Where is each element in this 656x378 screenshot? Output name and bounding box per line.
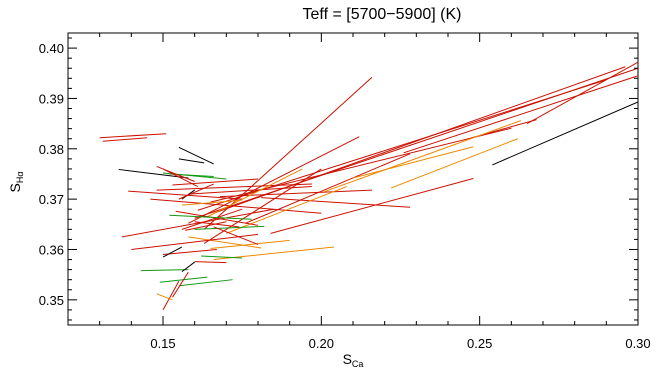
data-segment-11 [172,178,259,186]
data-segment-38 [175,210,259,226]
y-axis: 0.35 0.36 0.37 0.38 0.39 0.40 [39,37,638,321]
data-segment-19 [270,178,474,234]
plot-frame [67,32,639,326]
data-segment-0 [99,133,167,139]
data-segment-29 [390,138,518,189]
data-segment-23 [403,75,639,154]
data-segment-35 [188,236,262,249]
y-tick-label-0: 0.35 [39,293,64,308]
x-axis-label-main: S [343,351,352,367]
data-segment-46 [162,248,217,256]
x-tick-label-3: 0.30 [625,336,650,351]
data-segment-55 [194,221,240,228]
data-segment-27 [324,120,522,193]
data-segment-48 [162,280,180,311]
data-segment-59 [213,226,259,245]
y-tick-label-3: 0.38 [39,142,64,157]
y-tick-label-5: 0.40 [39,41,64,56]
data-segment-34 [210,239,290,249]
data-segment-54 [185,221,227,231]
x-axis-label: SCa [343,351,364,369]
data-segment-3 [178,146,214,165]
data-segment-17 [188,136,360,224]
data-segment-41 [194,225,265,230]
data-segment-21 [213,66,626,214]
data-segment-39 [181,208,243,230]
data-segment-43 [140,269,189,272]
data-segment-36 [121,208,274,238]
y-tick-label-4: 0.39 [39,91,64,106]
data-segment-2 [118,168,189,179]
data-segment-51 [162,246,183,258]
data-segment-7 [156,165,195,182]
data-segment-57 [162,168,199,187]
data-segment-24 [526,61,639,125]
data-segment-49 [172,271,189,298]
data-segment-47 [194,261,227,264]
data-segment-28 [352,146,474,179]
data-segment-40 [169,214,252,220]
data-segment-32 [226,186,347,234]
data-segment-8 [128,190,243,200]
data-segment-42 [200,255,243,259]
y-axis-label-main: S [7,183,23,192]
x-axis: 0.15 0.20 0.25 0.30 [99,33,651,351]
data-segment-52 [181,261,195,273]
x-tick-label-0: 0.15 [150,336,175,351]
y-tick-label-2: 0.37 [39,192,64,207]
data-segment-50 [156,293,173,301]
data-segment-56 [181,199,243,206]
data-segment-58 [178,183,214,200]
data-segment-30 [492,101,639,166]
y-axis-label: SHα [7,171,25,192]
data-segment-45 [178,279,233,287]
y-tick-label-1: 0.36 [39,242,64,257]
x-tick-label-2: 0.25 [467,336,492,351]
x-axis-label-sub: Ca [352,359,364,369]
data-segment-4 [178,158,205,164]
data-segment-37 [131,233,259,250]
data-segment-14 [261,197,411,208]
data-segment-9 [150,198,322,214]
data-segments [99,61,639,311]
data-segment-31 [207,168,303,218]
x-tick-label-1: 0.20 [309,336,334,351]
data-segment-10 [156,183,312,191]
y-axis-label-sub: Hα [15,171,25,183]
data-segment-1 [102,137,148,142]
data-segment-26 [210,127,512,203]
data-segment-18 [245,153,411,224]
chart-title: Teff = [5700−5900] (K) [303,6,462,23]
